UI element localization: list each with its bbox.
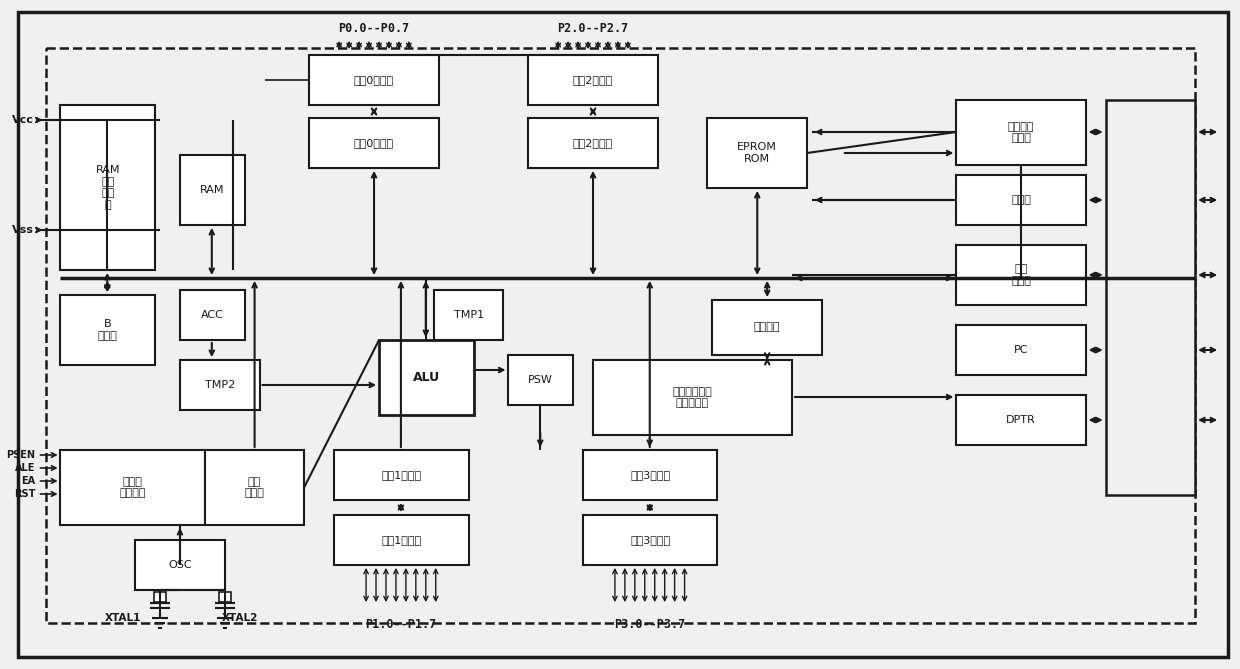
Bar: [309, 55, 439, 105]
Bar: [61, 450, 205, 525]
Bar: [956, 395, 1086, 445]
Text: TMP2: TMP2: [205, 380, 234, 390]
Text: 中断、串行口
定时器逻辑: 中断、串行口 定时器逻辑: [672, 387, 713, 408]
Bar: [434, 290, 503, 340]
Text: P0.0--P0.7: P0.0--P0.7: [339, 21, 409, 35]
Text: XTAL2: XTAL2: [222, 613, 258, 623]
Bar: [528, 118, 657, 168]
Bar: [61, 295, 155, 365]
Bar: [154, 592, 166, 602]
Text: 通道1锁存器: 通道1锁存器: [382, 470, 422, 480]
Text: 程序地址
寄存器: 程序地址 寄存器: [1008, 122, 1034, 143]
Text: 通道3锁存器: 通道3锁存器: [630, 470, 671, 480]
Text: Vss: Vss: [11, 225, 33, 235]
Bar: [46, 48, 1195, 623]
Text: Vcc: Vcc: [11, 115, 33, 125]
Text: ACC: ACC: [201, 310, 223, 320]
Text: 通道1驱动器: 通道1驱动器: [382, 535, 422, 545]
Bar: [61, 105, 155, 270]
Text: ALE: ALE: [15, 463, 36, 473]
Bar: [335, 515, 469, 565]
Text: TMP1: TMP1: [454, 310, 484, 320]
Text: 通道3驱动器: 通道3驱动器: [630, 535, 671, 545]
Bar: [379, 340, 474, 415]
Text: 堆栈指针: 堆栈指针: [754, 322, 780, 332]
Text: RST: RST: [14, 489, 36, 499]
Text: EA: EA: [21, 476, 36, 486]
Bar: [956, 175, 1086, 225]
Text: PSW: PSW: [528, 375, 553, 385]
Bar: [956, 100, 1086, 165]
Text: 通道2驱动器: 通道2驱动器: [573, 75, 613, 85]
Text: 缓冲器: 缓冲器: [1011, 195, 1030, 205]
Bar: [218, 592, 231, 602]
Text: 通道0驱动器: 通道0驱动器: [353, 75, 394, 85]
Bar: [508, 355, 573, 405]
Bar: [583, 450, 718, 500]
Text: RAM: RAM: [200, 185, 224, 195]
Bar: [180, 360, 259, 410]
Bar: [1106, 100, 1195, 495]
Text: P3.0--P3.7: P3.0--P3.7: [614, 619, 686, 632]
Text: EPROM
ROM: EPROM ROM: [738, 142, 777, 164]
Bar: [708, 118, 807, 188]
Bar: [180, 290, 244, 340]
Text: 指令
寄存器: 指令 寄存器: [244, 477, 264, 498]
Text: P1.0--P1.7: P1.0--P1.7: [366, 619, 436, 632]
Text: OSC: OSC: [169, 560, 192, 570]
Text: PSEN: PSEN: [6, 450, 36, 460]
Bar: [335, 450, 469, 500]
Bar: [593, 360, 792, 435]
Bar: [583, 515, 718, 565]
Bar: [713, 300, 822, 355]
Bar: [956, 325, 1086, 375]
Text: P2.0--P2.7: P2.0--P2.7: [558, 21, 629, 35]
Text: B
寄存器: B 寄存器: [98, 319, 118, 341]
Text: 通道2驱动器: 通道2驱动器: [573, 138, 613, 148]
Text: DPTR: DPTR: [1006, 415, 1035, 425]
Text: ALU: ALU: [413, 371, 440, 384]
Text: PC: PC: [1014, 345, 1028, 355]
Bar: [205, 450, 304, 525]
Bar: [956, 245, 1086, 305]
Bar: [135, 540, 224, 590]
Text: XTAL1: XTAL1: [105, 613, 141, 623]
Text: 定时和
控制逻辑: 定时和 控制逻辑: [119, 477, 146, 498]
Bar: [528, 55, 657, 105]
Text: RAM
地址
寄存
器: RAM 地址 寄存 器: [95, 165, 120, 210]
Bar: [309, 118, 439, 168]
Bar: [180, 155, 244, 225]
Text: 通道0驱动器: 通道0驱动器: [353, 138, 394, 148]
Text: 程序
计数器: 程序 计数器: [1011, 264, 1030, 286]
